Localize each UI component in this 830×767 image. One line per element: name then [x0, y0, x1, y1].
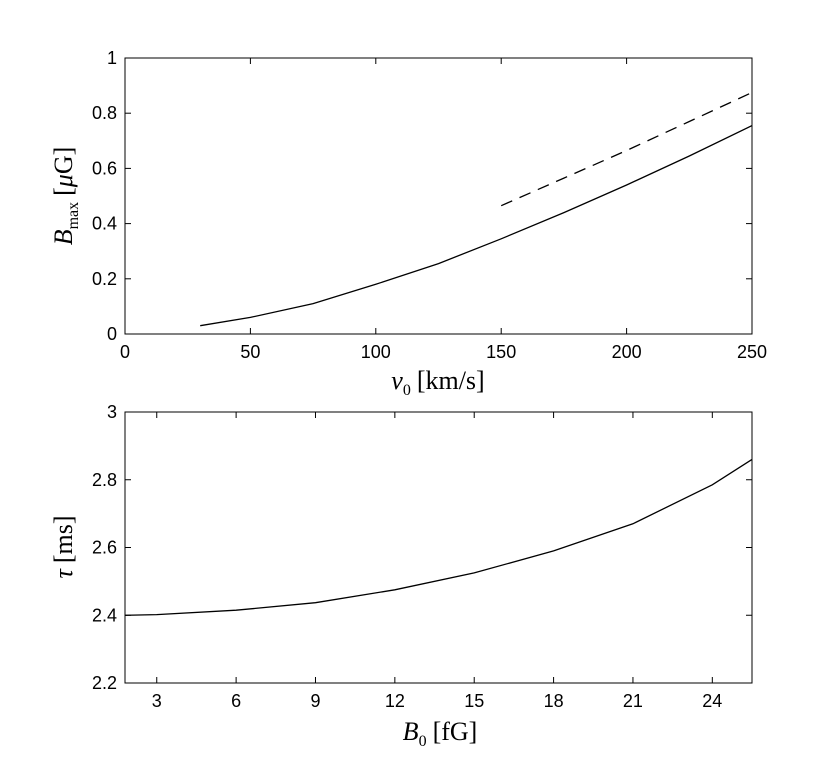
- x-tick-label: 24: [702, 691, 722, 711]
- y-tick-label: 1: [107, 48, 117, 68]
- x-tick-label: 21: [623, 691, 643, 711]
- y-tick-label: 0.6: [92, 158, 117, 178]
- x-tick-label: 9: [310, 691, 320, 711]
- bottom-chart-frame: [124, 411, 753, 684]
- top-chart-frame: [124, 57, 753, 335]
- x-tick-label: 0: [120, 342, 130, 362]
- y-tick-label: 0: [107, 324, 117, 344]
- y-tick-label: 2.2: [92, 673, 117, 693]
- bottom-chart: 3 6 9 12 15 18 21 24 2.2 2.4 2.6 2.8 3 B0 [fG] τ[ms]: [49, 402, 753, 750]
- x-tick-label: 100: [361, 342, 391, 362]
- x-tick-label: 15: [464, 691, 484, 711]
- top-chart: 0 50 100 150 200 250 0 0.2 0.4 0.6 0.8 1 v0 [km/s] B…: [49, 48, 767, 399]
- series-line-solid: [200, 125, 753, 327]
- bottom-chart-ylabel: τ[ms]: [49, 516, 78, 579]
- series-line-dashed: [500, 91, 753, 207]
- x-tick-label: 250: [737, 342, 767, 362]
- x-tick-label: 3: [152, 691, 162, 711]
- x-tick-label: 12: [385, 691, 405, 711]
- top-chart-ylabel: Bmax[μG]: [49, 147, 82, 246]
- series-line-solid: [124, 458, 753, 616]
- x-tick-label: 50: [240, 342, 260, 362]
- x-tick-label: 18: [544, 691, 564, 711]
- y-tick-label: 0.8: [92, 103, 117, 123]
- x-tick-label: 200: [612, 342, 642, 362]
- y-tick-label: 2.8: [92, 470, 117, 490]
- x-tick-label: 6: [231, 691, 241, 711]
- y-tick-label: 0.4: [92, 214, 117, 234]
- x-tick-label: 150: [486, 342, 516, 362]
- top-chart-xlabel: v0 [km/s]: [391, 366, 484, 399]
- y-tick-label: 2.4: [92, 605, 117, 625]
- y-tick-label: 2.6: [92, 538, 117, 558]
- bottom-chart-xlabel: B0 [fG]: [403, 717, 478, 750]
- y-tick-label: 0.2: [92, 269, 117, 289]
- y-tick-label: 3: [107, 402, 117, 422]
